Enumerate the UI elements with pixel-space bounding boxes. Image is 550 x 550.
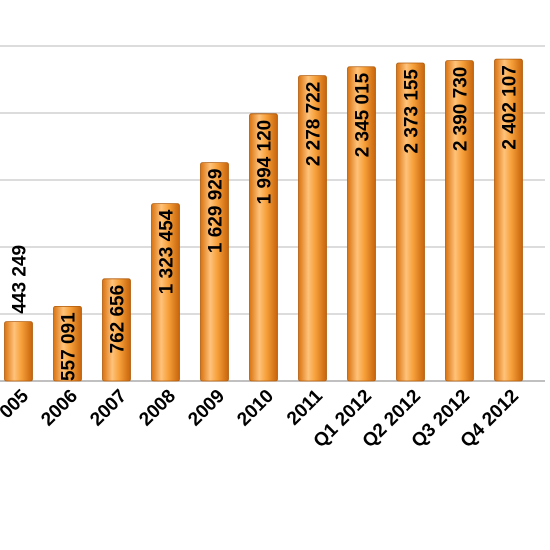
bar-2007: [102, 278, 131, 382]
bar-2010: [249, 113, 278, 382]
bar-q4-2012: [494, 58, 523, 382]
data-label-q1-2012: 2 345 015: [353, 72, 374, 157]
bar-2008: [151, 203, 180, 382]
data-label-2009: 1 629 929: [206, 169, 227, 254]
data-label-q3-2012: 2 390 730: [451, 67, 472, 152]
bar-2011: [298, 75, 327, 382]
data-label-2008: 1 323 454: [157, 209, 178, 294]
x-tick-label-2005: 005: [0, 385, 33, 423]
x-tick-label-2010: 2010: [233, 386, 278, 431]
data-label-q2-2012: 2 373 155: [402, 69, 423, 154]
data-label-q4-2012: 2 402 107: [500, 65, 521, 150]
bars: [4, 58, 523, 382]
bar-q2-2012: [396, 62, 425, 382]
bar-q3-2012: [445, 60, 474, 382]
x-tick-label-2008: 2008: [135, 386, 180, 431]
x-tick-label-2011: 2011: [283, 385, 327, 429]
data-label-2006: 557 091: [59, 312, 80, 381]
bar-2009: [200, 162, 229, 382]
data-label-2010: 1 994 120: [255, 120, 276, 205]
x-tick-label-2006: 2006: [37, 386, 82, 431]
data-label-2005: 443 249: [10, 245, 31, 314]
bar-2006: [53, 305, 82, 382]
x-tick-label-2007: 2007: [86, 386, 131, 431]
data-label-2011: 2 278 722: [304, 82, 325, 167]
data-label-2007: 762 656: [108, 285, 129, 354]
bar-2005: [4, 321, 33, 382]
bar-q1-2012: [347, 66, 376, 382]
x-tick-label-2009: 2009: [184, 386, 229, 431]
data-labels: 443 249 557 091 762 656 1 323 454 1 629 929 1…: [10, 65, 521, 381]
